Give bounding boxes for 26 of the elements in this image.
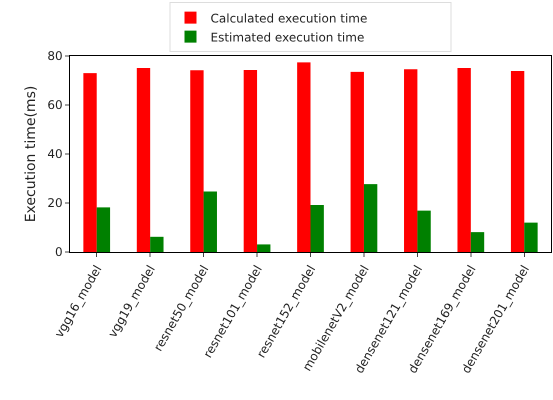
bar: [364, 184, 378, 252]
bar: [297, 62, 310, 252]
y-tick-label: 0: [54, 245, 63, 260]
bar: [136, 68, 150, 252]
legend-label: Estimated execution time: [210, 30, 364, 44]
y-tick-label: 60: [47, 98, 63, 112]
bar: [244, 70, 258, 252]
y-tick-label: 40: [47, 147, 63, 162]
bar: [524, 222, 538, 252]
bar: [150, 236, 164, 252]
bar: [204, 191, 217, 252]
bar: [417, 210, 431, 252]
bar: [404, 69, 418, 252]
legend-label: Calculated execution time: [210, 11, 368, 26]
bar: [470, 232, 484, 252]
y-tick-label: 20: [47, 196, 63, 210]
y-tick-label: 80: [47, 49, 63, 64]
bar: [83, 73, 97, 252]
bar: [310, 204, 324, 252]
bar: [510, 70, 524, 252]
bar: [96, 207, 110, 252]
bar: [457, 68, 471, 252]
y-axis-title: Execution time(ms): [22, 86, 39, 222]
bar: [257, 244, 270, 252]
bar: [190, 70, 204, 252]
bar: [350, 72, 364, 252]
